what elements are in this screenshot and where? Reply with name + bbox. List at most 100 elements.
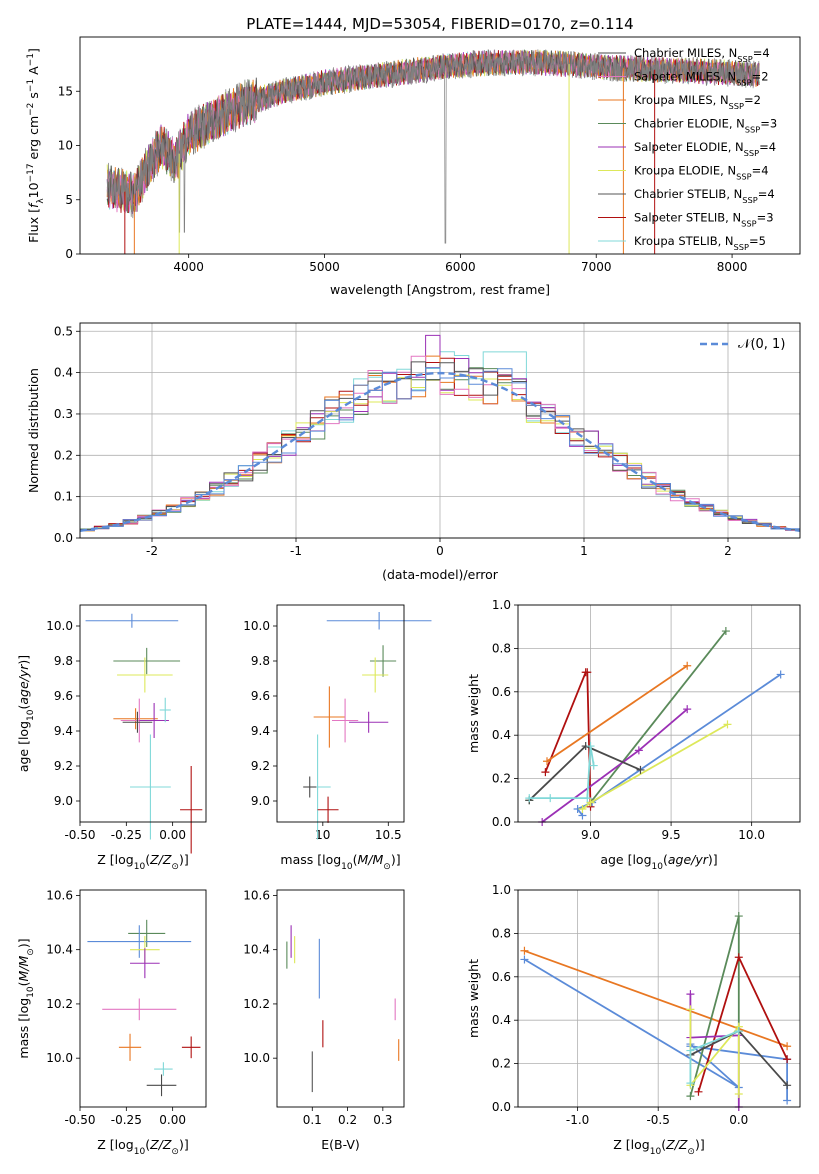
y-tick-label: 0.8	[492, 926, 511, 940]
x-axis-label: E(B-V)	[321, 1137, 360, 1152]
weight-marker-CE	[734, 912, 743, 921]
y-tick-label: 0	[65, 247, 73, 261]
weight-marker-CE	[686, 1092, 695, 1101]
metallicity-mass-panel: -0.50 -0.25 0.00 10.0 10.2 10.4 10.6 Z [log10(Z…	[16, 888, 207, 1157]
weight-marker-KM	[783, 1042, 792, 1051]
x-tick-label: 7000	[581, 260, 612, 274]
legend-entry-SS: Salpeter STELIB, NSSP=3	[634, 211, 774, 229]
weight-line-CE	[689, 915, 740, 1097]
weight-marker-KS	[589, 761, 598, 770]
y-tick-label: 0.4	[492, 728, 511, 742]
y-tick-label: 9.2	[251, 759, 270, 773]
x-tick-label: 5000	[309, 260, 340, 274]
y-tick-label: 0.2	[54, 448, 73, 462]
weight-marker-KS	[525, 794, 534, 803]
x-tick-label: 4000	[173, 260, 204, 274]
weight-marker-CM	[783, 1081, 792, 1090]
axes-frame	[276, 889, 405, 1108]
x-tick-label: -1	[290, 544, 302, 558]
y-axis-label: age [log10(age/yr)]	[16, 655, 36, 772]
y-tick-label: 10.0	[46, 1051, 73, 1065]
weight-marker-SE	[634, 746, 643, 755]
x-axis-label: Z [log10(Z/Z⊙)]	[97, 1137, 188, 1157]
x-tick-label: -1.0	[566, 1113, 589, 1127]
weight-marker-KS	[686, 1079, 695, 1088]
y-tick-label: 9.8	[251, 654, 270, 668]
y-tick-label: 0.0	[492, 815, 511, 829]
weight-marker-CE2	[721, 627, 730, 636]
weight-line-blue	[523, 958, 788, 1101]
x-tick-label: 1	[580, 544, 588, 558]
legend-entry-KM: Kroupa MILES, NSSP=2	[634, 93, 761, 111]
residual-histogram-SM	[80, 355, 800, 531]
weight-marker-KS	[546, 794, 555, 803]
y-tick-label: 10.2	[46, 997, 73, 1011]
mass-age-panel: 10 10.5 9.0 9.2 9.4 9.6 9.8 10.0 mass [log10(M/M…	[243, 604, 432, 872]
y-tick-label: 0.3	[54, 407, 73, 421]
x-tick-label: 9.0	[581, 828, 600, 842]
legend-entry-normal: 𝒩(0, 1)	[738, 337, 785, 352]
residual-histogram-panel: -2 -1 0 1 2 0.0 0.1 0.2 0.3 0.4 0.5 (data-model)/er…	[26, 322, 801, 582]
y-tick-label: 0.5	[54, 324, 73, 338]
legend-entry-KS: Kroupa STELIB, NSSP=5	[634, 234, 766, 252]
y-tick-label: 10.0	[46, 619, 73, 633]
legend-entry-SE: Salpeter ELODIE, NSSP=4	[634, 140, 776, 158]
x-tick-label: 10.0	[738, 828, 765, 842]
y-tick-label: 10	[58, 139, 73, 153]
weight-marker-SS	[783, 1055, 792, 1064]
y-tick-label: 10.4	[243, 943, 270, 957]
axes-frame	[79, 604, 207, 823]
x-tick-label: -0.5	[646, 1113, 669, 1127]
y-tick-label: 9.6	[251, 689, 270, 703]
x-axis-label: Z [log10(Z/Z⊙)]	[613, 1137, 704, 1157]
x-tick-label: 0.2	[338, 1113, 357, 1127]
axes-frame	[79, 889, 207, 1108]
weight-line-blue	[576, 673, 782, 817]
axes-frame	[276, 604, 405, 823]
x-axis-label: age [log10(age/yr)]	[600, 852, 717, 872]
weight-line-CE2	[589, 630, 727, 804]
legend-entry-CE: Chabrier ELODIE, NSSP=3	[634, 117, 777, 135]
weight-marker-SE	[686, 990, 695, 999]
x-axis-label: mass [log10(M/M⊙)]	[280, 852, 400, 872]
y-tick-label: 9.2	[54, 759, 73, 773]
weight-marker-KE	[686, 1005, 695, 1014]
x-tick-label: 10.5	[375, 828, 402, 842]
y-tick-label: 10.4	[46, 943, 73, 957]
weight-marker-blue	[783, 1096, 792, 1105]
axes-frame	[517, 889, 801, 1108]
x-tick-label: 0.1	[303, 1113, 322, 1127]
weight-line-KM	[524, 949, 788, 1048]
spectrum-panel: 4000 5000 6000 7000 8000 0 5 10 15 wavelength [An…	[26, 36, 801, 297]
y-tick-label: 0.4	[492, 1013, 511, 1027]
y-tick-label: 0.0	[54, 531, 73, 545]
age-weight-panel: 9.0 9.5 10.0 0.0 0.2 0.4 0.6 0.8 1.0 age [log10(a…	[466, 598, 801, 872]
weight-marker-KE	[734, 1089, 743, 1098]
y-tick-label: 0.0	[492, 1100, 511, 1114]
weight-marker-SS	[734, 953, 743, 962]
weight-marker-KS	[686, 1046, 695, 1055]
x-axis-label: Z [log10(Z/Z⊙)]	[97, 852, 188, 872]
y-tick-label: 1.0	[492, 598, 511, 612]
weight-marker-SS	[541, 768, 550, 777]
weight-marker-KE	[578, 804, 587, 813]
extinction-mass-panel: 0.1 0.2 0.3 10.0 10.2 10.4 10.6 E(B-V)	[243, 888, 405, 1152]
metallicity-age-panel: -0.50 -0.25 0.00 9.0 9.2 9.4 9.6 9.8 10.0 Z [log1…	[16, 604, 207, 872]
legend-entry-SM: Salpeter MILES, NSSP=2	[634, 70, 769, 88]
weight-marker-blue	[776, 670, 785, 679]
weight-marker-KE	[586, 798, 595, 807]
legend-entry-CM: Chabrier MILES, NSSP=4	[634, 46, 770, 64]
x-tick-label: -0.50	[64, 1113, 95, 1127]
y-axis-label: mass weight	[466, 674, 481, 753]
metallicity-weight-panel: -1.0 -0.5 0.0 0.0 0.2 0.4 0.6 0.8 1.0 Z [log10(Z/…	[466, 883, 801, 1157]
y-tick-label: 5	[65, 193, 73, 207]
weight-marker-CM	[636, 765, 645, 774]
x-tick-label: 0.3	[373, 1113, 392, 1127]
y-tick-label: 1.0	[492, 883, 511, 897]
x-tick-label: -2	[146, 544, 158, 558]
y-tick-label: 10.6	[243, 888, 270, 902]
y-tick-label: 10.6	[46, 888, 73, 902]
x-tick-label: 6000	[445, 260, 476, 274]
